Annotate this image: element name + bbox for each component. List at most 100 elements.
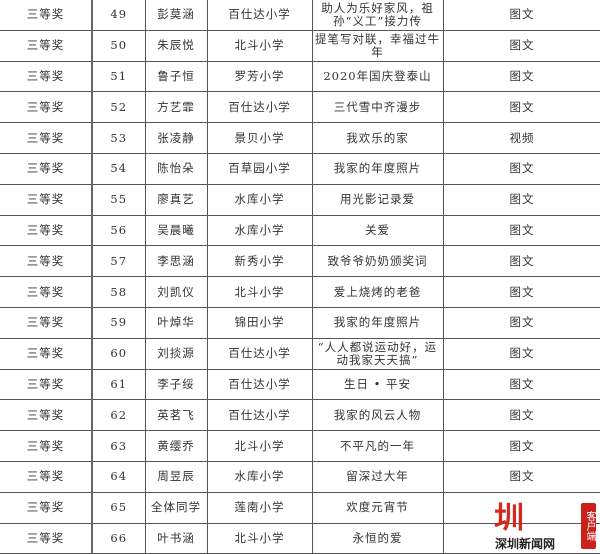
cell-title: 我家的风云人物: [311, 399, 444, 432]
cell-no: 57: [91, 245, 146, 278]
cell-prize: 三等奖: [0, 183, 93, 216]
cell-school: 百仕达小学: [206, 399, 313, 432]
cell-title: 2020年国庆登泰山: [311, 60, 444, 93]
cell-school: 百草园小学: [206, 152, 313, 185]
cell-type: 图文: [442, 183, 600, 216]
cell-type: 图文: [442, 29, 600, 62]
cell-prize: 三等奖: [0, 337, 93, 370]
cell-title: 致爷爷奶奶颁奖词: [311, 245, 444, 278]
cell-type: 图文: [442, 245, 600, 278]
table-row: 三等奖 51 鲁子恒 罗芳小学 2020年国庆登泰山 图文: [0, 60, 600, 93]
cell-name: 李子绥: [144, 368, 208, 401]
cell-school: 北斗小学: [206, 430, 313, 462]
table-row: 三等奖 55 廖真艺 水库小学 用光影记录爱 图文: [0, 183, 600, 216]
cell-school: 新秀小学: [206, 245, 313, 278]
logo-mark: 圳: [494, 501, 524, 536]
table-row: 三等奖 57 李思涵 新秀小学 致爷爷奶奶颁奖词 图文: [0, 245, 600, 278]
table-row: 三等奖 62 英茗飞 百仕达小学 我家的风云人物 图文: [0, 399, 600, 432]
cell-school: 百仕达小学: [206, 368, 313, 401]
table-row: 三等奖 49 彭莫涵 百仕达小学 助人为乐好家风，祖孙“义工”接力传 图文: [0, 0, 600, 31]
table-row: 三等奖 63 黄缨乔 北斗小学 不平凡的一年 图文: [0, 430, 600, 462]
cell-name: 叶焯华: [144, 306, 208, 339]
cell-type: 图文: [442, 430, 600, 462]
cell-no: 50: [91, 29, 146, 62]
cell-school: 北斗小学: [206, 522, 313, 554]
cell-no: 55: [91, 183, 146, 216]
cell-no: 54: [91, 152, 146, 185]
cell-school: 百仕达小学: [206, 0, 313, 31]
cell-prize: 三等奖: [0, 276, 93, 308]
cell-type: 图文: [442, 276, 600, 308]
cell-type: 图文: [442, 460, 600, 493]
table-row: 三等奖 66 叶书涵 北斗小学 永恒的爱: [0, 522, 600, 554]
cell-name: 李思涵: [144, 245, 208, 278]
cell-title: 欢度元宵节: [311, 491, 444, 524]
cell-title: 三代雪中齐漫步: [311, 91, 444, 124]
cell-name: 叶书涵: [144, 522, 208, 554]
table-row: 三等奖 56 吴晨曦 水库小学 关爱 图文: [0, 214, 600, 247]
cell-name: 彭莫涵: [144, 0, 208, 31]
table-row: 三等奖 64 周昱辰 水库小学 留深过大年 图文: [0, 460, 600, 493]
cell-type: 图文: [442, 337, 600, 370]
table-row: 三等奖 50 朱辰悦 北斗小学 提笔写对联，幸福过牛年 图文: [0, 29, 600, 62]
cell-name: 朱辰悦: [144, 29, 208, 62]
cell-title: 提笔写对联，幸福过牛年: [311, 29, 444, 62]
cell-title: 不平凡的一年: [311, 430, 444, 462]
cell-school: 景贝小学: [206, 122, 313, 154]
cell-name: 张凌静: [144, 122, 208, 154]
cell-no: 66: [91, 522, 146, 554]
cell-prize: 三等奖: [0, 368, 93, 401]
cell-type: 图文: [442, 60, 600, 93]
cell-name: 周昱辰: [144, 460, 208, 493]
watermark-logo: 圳 深圳新闻网 客户端: [494, 501, 596, 551]
cell-no: 60: [91, 337, 146, 370]
cell-prize: 三等奖: [0, 122, 93, 154]
table-row: 三等奖 60 刘掞源 百仕达小学 “人人都说运动好，运动我家天天搞” 图文: [0, 337, 600, 370]
cell-prize: 三等奖: [0, 460, 93, 493]
cell-type: 图文: [442, 152, 600, 185]
logo-name: 深圳新闻网: [494, 537, 557, 551]
cell-no: 58: [91, 276, 146, 308]
cell-title: 助人为乐好家风，祖孙“义工”接力传: [311, 0, 444, 31]
cell-name: 方艺霏: [144, 91, 208, 124]
cell-no: 59: [91, 306, 146, 339]
cell-name: 陈怡朵: [144, 152, 208, 185]
cell-title: 我家的年度照片: [311, 152, 444, 185]
cell-prize: 三等奖: [0, 60, 93, 93]
cell-school: 罗芳小学: [206, 60, 313, 93]
cell-name: 吴晨曦: [144, 214, 208, 247]
cell-type: 图文: [442, 0, 600, 31]
cell-type: 图文: [442, 91, 600, 124]
table-row: 三等奖 59 叶焯华 锦田小学 我家的年度照片 图文: [0, 306, 600, 339]
cell-school: 水库小学: [206, 183, 313, 216]
cell-school: 莲南小学: [206, 491, 313, 524]
cell-no: 51: [91, 60, 146, 93]
cell-type: 图文: [442, 368, 600, 401]
cell-no: 64: [91, 460, 146, 493]
cell-prize: 三等奖: [0, 491, 93, 524]
cell-name: 鲁子恒: [144, 60, 208, 93]
cell-school: 北斗小学: [206, 29, 313, 62]
logo-tag: 客户端: [581, 503, 596, 549]
cell-type: 图文: [442, 306, 600, 339]
cell-no: 62: [91, 399, 146, 432]
cell-school: 水库小学: [206, 214, 313, 247]
cell-name: 刘掞源: [144, 337, 208, 370]
cell-type: 图文: [442, 214, 600, 247]
cell-no: 49: [91, 0, 146, 31]
cell-prize: 三等奖: [0, 214, 93, 247]
cell-prize: 三等奖: [0, 399, 93, 432]
cell-school: 百仕达小学: [206, 91, 313, 124]
cell-title: 永恒的爱: [311, 522, 444, 554]
cell-no: 61: [91, 368, 146, 401]
cell-title: “人人都说运动好，运动我家天天搞”: [311, 337, 444, 370]
table-row: 三等奖 54 陈怡朵 百草园小学 我家的年度照片 图文: [0, 152, 600, 185]
cell-no: 52: [91, 91, 146, 124]
cell-title: 我欢乐的家: [311, 122, 444, 154]
cell-title: 我家的年度照片: [311, 306, 444, 339]
cell-title: 关爱: [311, 214, 444, 247]
cell-prize: 三等奖: [0, 152, 93, 185]
cell-prize: 三等奖: [0, 0, 93, 31]
cell-name: 全体同学: [144, 491, 208, 524]
cell-school: 北斗小学: [206, 276, 313, 308]
